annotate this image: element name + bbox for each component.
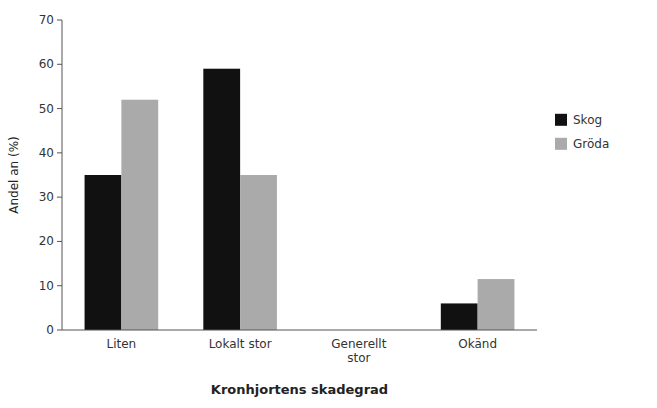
y-tick-label: 10 bbox=[39, 279, 54, 293]
legend-label: Gröda bbox=[573, 137, 609, 151]
x-tick-label-line: stor bbox=[347, 351, 370, 365]
y-tick bbox=[57, 197, 62, 198]
y-tick bbox=[57, 20, 62, 21]
legend-swatch bbox=[555, 114, 567, 126]
bar bbox=[240, 175, 277, 330]
bar bbox=[478, 279, 515, 330]
x-tick-label-line: Liten bbox=[107, 337, 137, 351]
x-axis-label: Kronhjortens skadegrad bbox=[211, 382, 388, 397]
bar bbox=[121, 100, 158, 330]
y-tick bbox=[57, 330, 62, 331]
bar bbox=[441, 303, 478, 330]
x-axis-line bbox=[62, 330, 537, 331]
y-tick bbox=[57, 64, 62, 65]
y-tick-label: 50 bbox=[39, 102, 54, 116]
x-tick-label: Generelltstor bbox=[331, 337, 386, 365]
chart: 0 10 20 30 40 50 60 70 Liten Lokalt stor Generellt… bbox=[0, 0, 657, 408]
legend-swatch bbox=[555, 138, 567, 150]
y-tick-label: 40 bbox=[39, 146, 54, 160]
x-tick-label: Lokalt stor bbox=[209, 337, 272, 351]
y-tick-label: 0 bbox=[46, 323, 54, 337]
legend-label: Skog bbox=[573, 113, 602, 127]
y-tick-label: 20 bbox=[39, 234, 54, 248]
y-tick bbox=[57, 152, 62, 153]
bar bbox=[203, 69, 240, 330]
y-axis-line bbox=[62, 20, 63, 330]
x-tick-label-line: Okänd bbox=[458, 337, 497, 351]
y-tick bbox=[57, 108, 62, 109]
y-tick bbox=[57, 241, 62, 242]
y-tick-label: 70 bbox=[39, 13, 54, 27]
x-tick-label-line: Lokalt stor bbox=[209, 337, 272, 351]
y-tick bbox=[57, 285, 62, 286]
x-tick-label: Liten bbox=[107, 337, 137, 351]
y-tick-label: 30 bbox=[39, 190, 54, 204]
y-tick-label: 60 bbox=[39, 57, 54, 71]
bar bbox=[85, 175, 122, 330]
x-tick-label-line: Generellt bbox=[331, 337, 386, 351]
x-axis: Liten Lokalt stor Generelltstor Okänd bbox=[62, 330, 537, 365]
legend: Skog Gröda bbox=[555, 113, 609, 151]
y-axis-label: Andel an (%) bbox=[7, 136, 21, 214]
x-tick-label: Okänd bbox=[458, 337, 497, 351]
y-axis: 0 10 20 30 40 50 60 70 bbox=[39, 13, 62, 337]
bars bbox=[85, 69, 515, 330]
